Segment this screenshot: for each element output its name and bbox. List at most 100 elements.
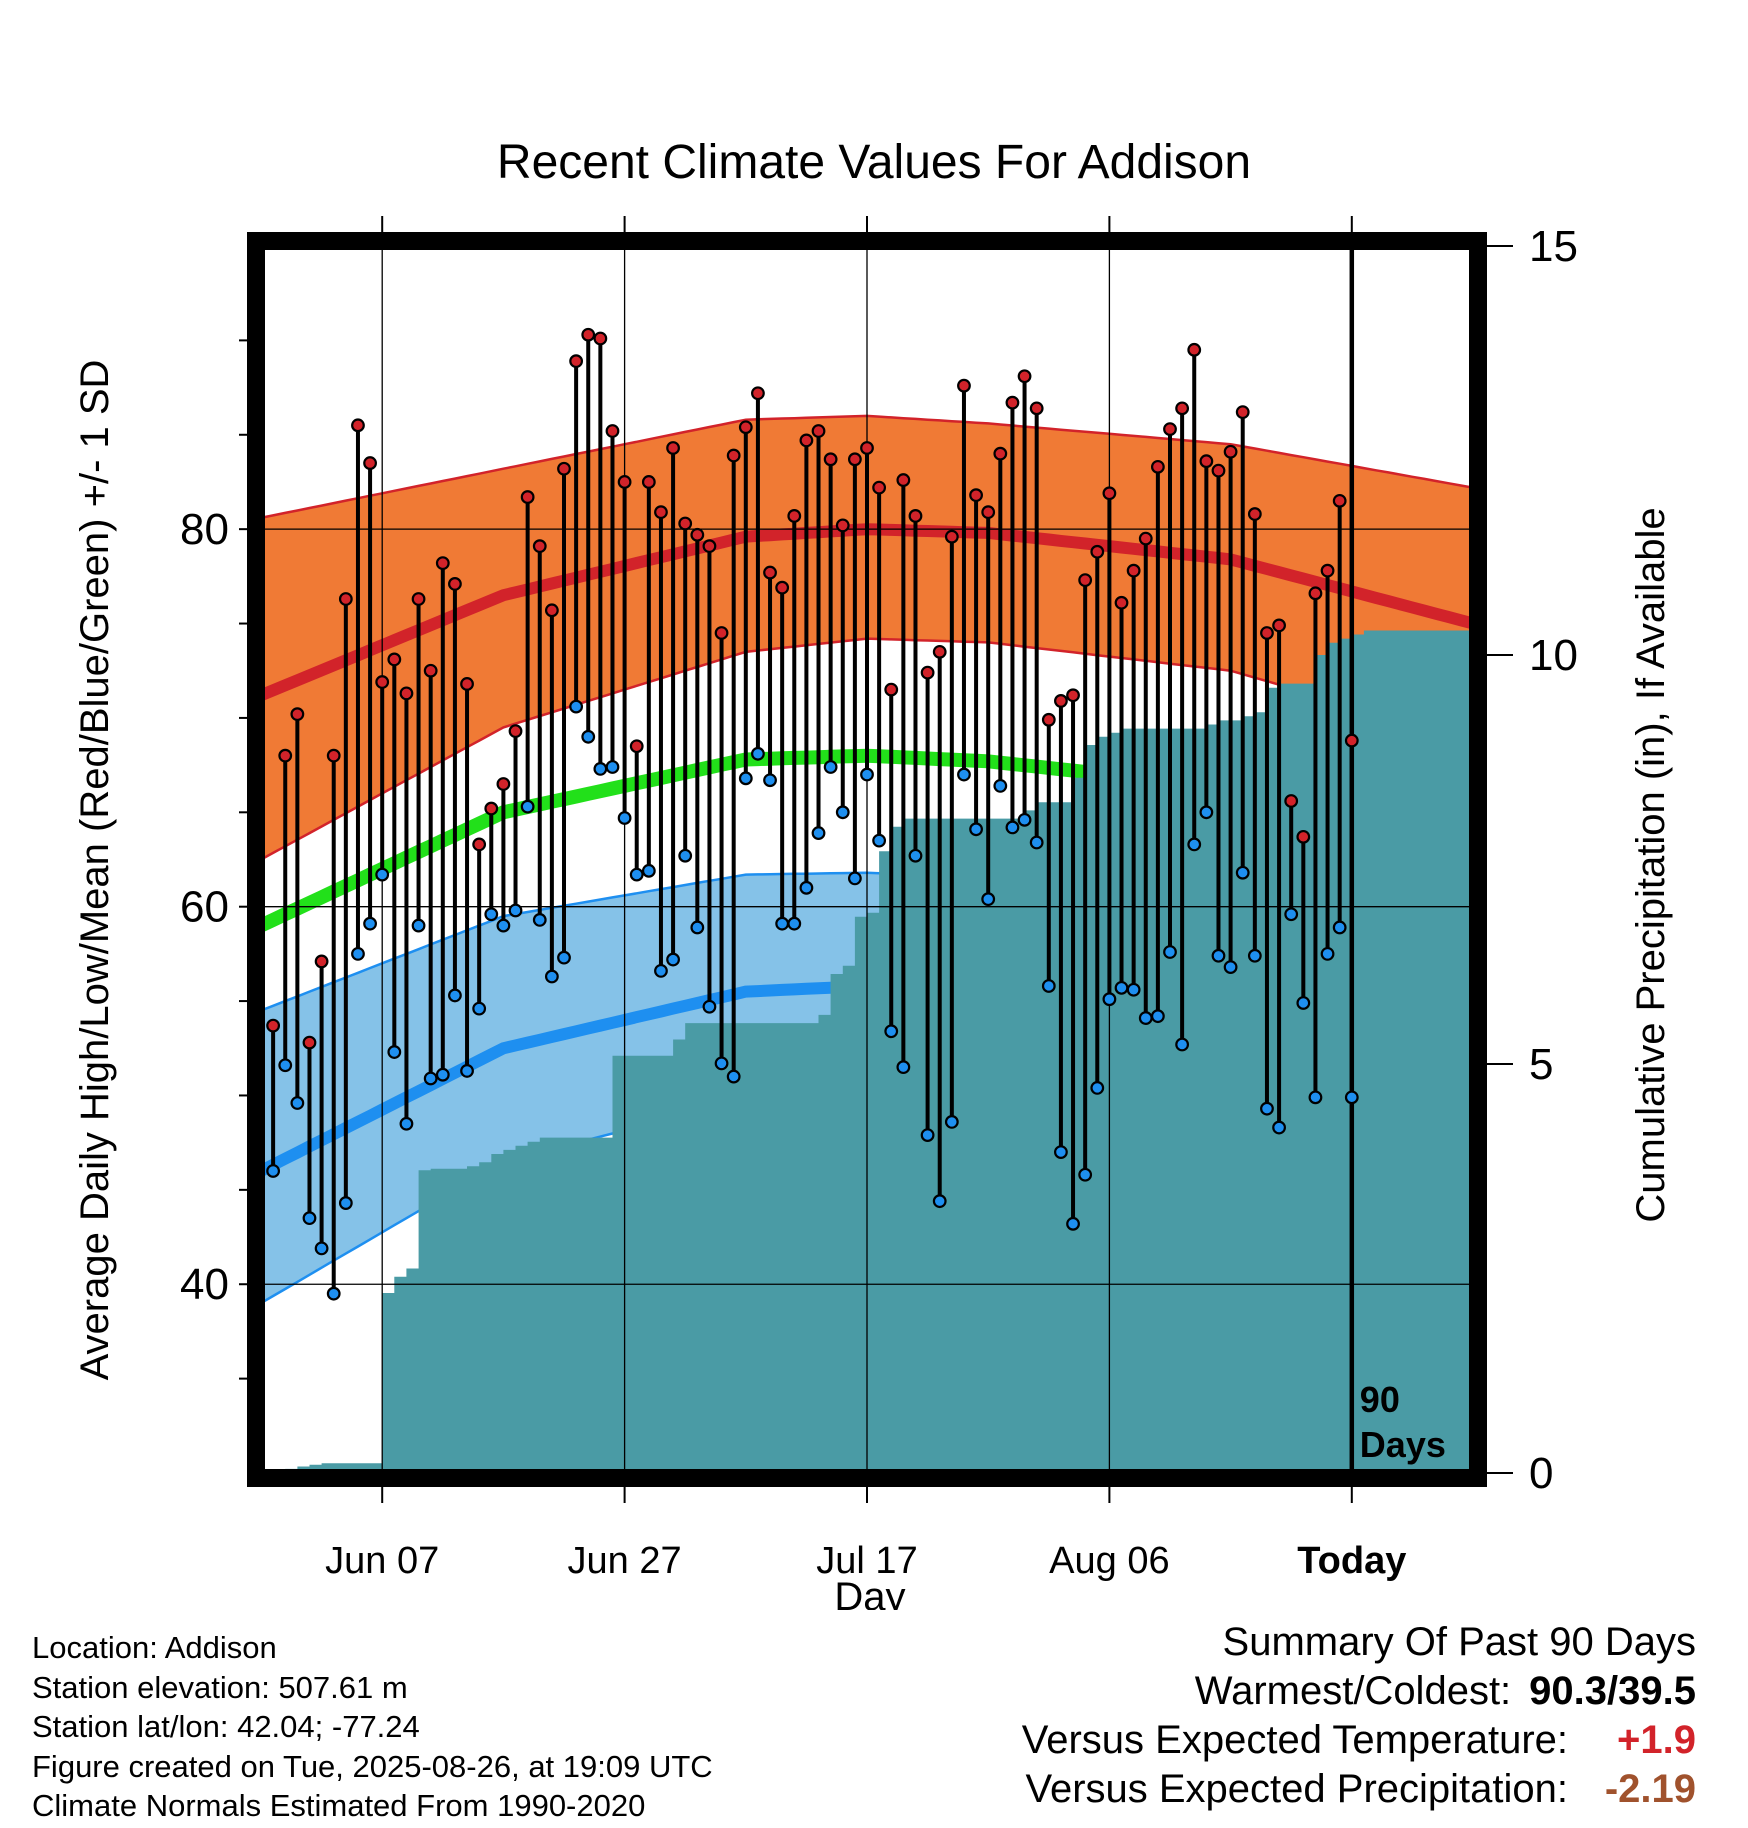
daily-high-point [508,724,523,739]
daily-low-point [266,1164,281,1178]
daily-low-point [1163,945,1177,959]
plot-area [261,246,1473,1473]
temp-label: Versus Expected Temperature: [1021,1718,1568,1762]
daily-low-point [678,848,693,863]
daily-high-point [884,682,899,697]
daily-high-point [1272,618,1286,633]
daily-low-point [969,822,983,837]
daily-low-point [1187,837,1202,852]
daily-low-point [666,952,680,967]
daily-high-point [581,327,596,342]
normals-text: Climate Normals Estimated From 1990-2020 [32,1788,646,1823]
daily-low-point [544,969,559,984]
daily-high-point [738,420,753,435]
daily-low-point [399,1116,414,1131]
daily-low-point [569,699,584,714]
y-left-tick-label: 40 [180,1260,229,1309]
daily-low-point [1017,812,1032,827]
daily-high-point [532,539,547,554]
daily-low-point [944,1114,959,1129]
daily-low-point [847,871,862,886]
daily-low-point [751,746,765,761]
precip-label: Versus Expected Precipitation: [1025,1767,1568,1811]
daily-high-point [666,441,680,455]
daily-low-point [1332,920,1347,935]
daily-high-point [472,837,487,852]
daily-low-point [1138,1011,1153,1025]
daily-low-point [799,880,814,895]
daily-high-point [993,446,1008,461]
daily-low-point [326,1286,341,1301]
daily-high-point [1235,405,1250,420]
daily-low-point [690,920,705,935]
daily-high-point [835,518,850,533]
daily-low-point [957,767,971,782]
daily-high-point [435,556,450,571]
daily-high-point [1017,369,1032,384]
daily-low-point [1272,1120,1286,1135]
daily-high-point [1005,395,1020,410]
daily-high-point [1296,829,1311,844]
daily-high-point [1041,712,1056,727]
warm-cold-value: 90.3/39.5 [1529,1669,1696,1713]
daily-low-point [351,946,365,961]
daily-high-point [387,652,402,667]
daily-high-point [714,626,729,640]
daily-high-point [690,527,705,542]
daily-high-point [617,475,632,489]
daily-high-point [314,954,329,969]
daily-low-point [532,913,547,927]
daily-low-point [1247,948,1262,963]
daily-high-point [1150,459,1165,474]
daily-low-point [738,771,753,786]
daily-low-point [278,1058,293,1073]
daily-low-point [435,1067,450,1082]
daily-low-point [411,918,426,933]
daily-high-point [363,456,377,470]
station-info: Location: Addison Station elevation: 507… [32,1628,713,1826]
daily-low-point [581,729,596,744]
daily-low-point [872,833,887,848]
daily-low-point [714,1056,729,1071]
daily-high-point [1211,463,1226,478]
daily-high-point [763,565,777,580]
daily-high-point [484,801,499,816]
daily-low-point [641,863,656,878]
daily-low-point [884,1024,899,1039]
daily-low-point [1126,982,1141,997]
daily-high-point [278,748,293,763]
daily-high-point [544,603,559,618]
daily-low-point [617,811,632,825]
daily-high-point [1029,401,1044,416]
daily-high-point [569,354,584,369]
plot-frame [247,232,1487,1487]
daily-high-point [823,452,838,467]
x-tick-label: Jul 17 [816,1540,917,1582]
daily-high-point [908,509,923,523]
daily-high-point [969,488,983,503]
daily-low-point [423,1071,438,1086]
daily-low-point [1041,979,1056,993]
daily-high-point [448,576,462,591]
daily-low-point [1090,1081,1105,1095]
x-tick-label: Jun 07 [325,1540,439,1582]
daily-high-point [423,663,438,678]
daily-high-point [1308,586,1323,601]
y-left-tick-label: 80 [180,505,229,554]
daily-high-point [932,644,947,659]
daily-high-point [981,505,996,520]
x-tick-label: Today [1297,1540,1406,1582]
daily-low-point [460,1064,474,1078]
daily-low-point [472,1001,487,1016]
daily-low-point [302,1211,317,1226]
daily-low-point [1199,805,1214,820]
daily-high-point [1163,422,1177,437]
daily-high-point [1320,563,1335,578]
daily-low-point [1296,996,1311,1010]
daily-low-point [702,999,717,1014]
daily-high-point [375,675,390,689]
summary-panel: Summary Of Past 90 Days Warmest/Coldest:… [1022,1618,1696,1814]
daily-high-point [896,473,911,487]
daily-high-point [302,1035,317,1050]
